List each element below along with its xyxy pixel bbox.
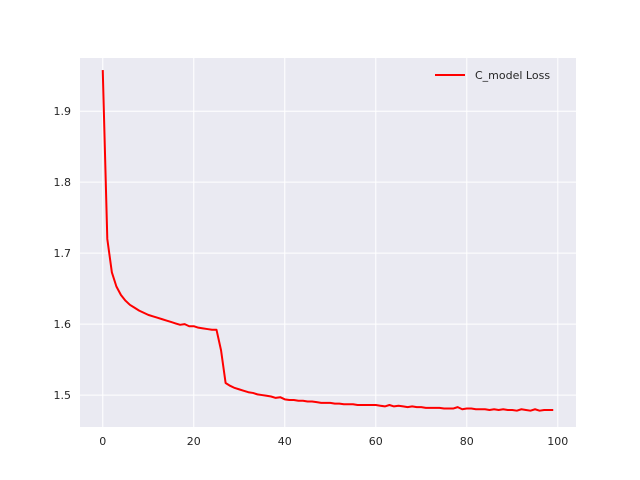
x-tick-label: 0	[99, 435, 106, 448]
legend: C_model Loss	[435, 69, 550, 82]
y-tick-label: 1.8	[54, 176, 72, 189]
legend-label: C_model Loss	[475, 69, 550, 82]
plot-background	[80, 58, 576, 427]
x-tick-label: 60	[369, 435, 383, 448]
x-tick-label: 40	[278, 435, 292, 448]
x-tick-label: 80	[460, 435, 474, 448]
y-tick-label: 1.9	[54, 105, 72, 118]
series-layer	[101, 70, 554, 412]
y-tick-label: 1.7	[54, 247, 72, 260]
y-tick-label: 1.6	[54, 318, 72, 331]
grid	[80, 58, 576, 427]
series-line	[101, 70, 554, 412]
x-tick-label: 20	[187, 435, 201, 448]
x-tick-label: 100	[547, 435, 568, 448]
y-tick-label: 1.5	[54, 389, 72, 402]
tick-labels: 0 20 40 60 80 100 1.5 1.6 1.7 1.8 1.9	[54, 105, 569, 448]
